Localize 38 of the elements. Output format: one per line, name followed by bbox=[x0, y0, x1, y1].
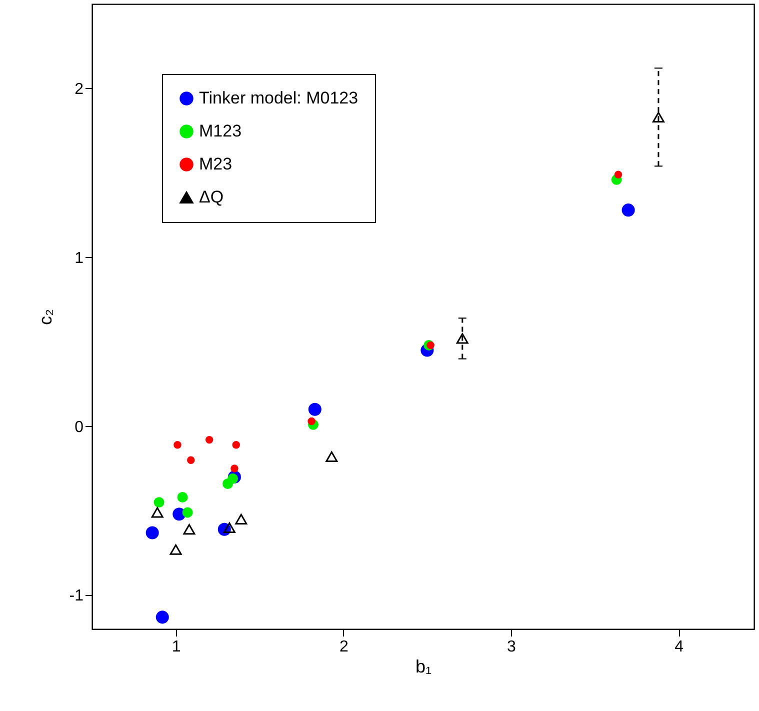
point bbox=[652, 112, 664, 122]
x-tick-label: 1 bbox=[172, 638, 181, 656]
point bbox=[183, 524, 196, 535]
point bbox=[326, 451, 338, 462]
y-tick-label: 2 bbox=[74, 80, 84, 98]
point bbox=[622, 204, 635, 217]
point bbox=[308, 402, 322, 416]
point bbox=[230, 464, 238, 472]
point bbox=[182, 507, 193, 518]
point bbox=[308, 417, 316, 426]
y-tick-label: 0 bbox=[74, 418, 84, 436]
point bbox=[151, 507, 164, 518]
point bbox=[187, 456, 195, 464]
point bbox=[426, 341, 434, 350]
point bbox=[146, 526, 159, 540]
x-axis-title: b₁ bbox=[415, 656, 432, 676]
point bbox=[177, 492, 188, 502]
point bbox=[170, 544, 182, 555]
legend-label: Tinker model: M0123 bbox=[199, 88, 358, 108]
y-tick-label: -1 bbox=[69, 588, 84, 605]
x-tick-label: 2 bbox=[339, 638, 348, 656]
point bbox=[232, 441, 240, 449]
point bbox=[174, 441, 182, 449]
point bbox=[456, 333, 468, 344]
y-axis-title: c₂ bbox=[35, 309, 56, 325]
point bbox=[205, 436, 214, 444]
point bbox=[223, 522, 236, 533]
point bbox=[228, 473, 238, 484]
point bbox=[154, 497, 164, 508]
legend-label: M23 bbox=[199, 154, 232, 174]
y-tick-label: 1 bbox=[74, 250, 84, 267]
x-tick-label: 4 bbox=[674, 638, 684, 656]
legend-label: ΔQ bbox=[199, 188, 224, 206]
legend-label: M123 bbox=[199, 122, 242, 140]
point bbox=[614, 170, 622, 178]
x-tick-label: 3 bbox=[507, 638, 516, 656]
point bbox=[235, 514, 248, 524]
point bbox=[156, 610, 169, 624]
